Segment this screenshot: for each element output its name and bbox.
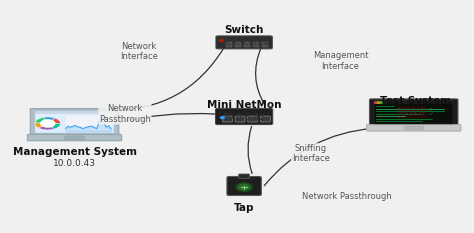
Text: Sniffing
Interface: Sniffing Interface — [292, 144, 329, 163]
FancyArrowPatch shape — [248, 127, 252, 173]
FancyBboxPatch shape — [374, 101, 453, 104]
FancyBboxPatch shape — [222, 116, 232, 122]
Text: Tap: Tap — [234, 203, 255, 213]
Text: Switch: Switch — [224, 25, 264, 35]
FancyBboxPatch shape — [35, 111, 114, 114]
FancyBboxPatch shape — [244, 42, 250, 47]
Text: 10.0.0.0/24: 10.0.0.0/24 — [219, 38, 270, 47]
FancyBboxPatch shape — [235, 116, 245, 122]
Text: Network Passthrough: Network Passthrough — [302, 192, 392, 201]
Circle shape — [219, 40, 223, 41]
FancyBboxPatch shape — [374, 101, 453, 124]
FancyBboxPatch shape — [398, 106, 426, 118]
FancyBboxPatch shape — [227, 176, 261, 195]
FancyBboxPatch shape — [366, 125, 461, 131]
Wedge shape — [48, 123, 61, 129]
Circle shape — [377, 102, 380, 103]
Text: 10.0.0.5: 10.0.0.5 — [397, 108, 435, 117]
Text: Management System: Management System — [12, 147, 137, 157]
Circle shape — [41, 120, 55, 127]
FancyBboxPatch shape — [260, 116, 271, 122]
FancyArrowPatch shape — [113, 113, 215, 124]
FancyBboxPatch shape — [370, 99, 458, 126]
Text: 10.0.0.42: 10.0.0.42 — [223, 113, 265, 122]
Text: Network
Interface: Network Interface — [120, 42, 158, 61]
Wedge shape — [48, 118, 61, 123]
FancyBboxPatch shape — [235, 42, 241, 47]
FancyBboxPatch shape — [262, 42, 268, 47]
Circle shape — [238, 184, 250, 190]
FancyBboxPatch shape — [238, 174, 250, 178]
Circle shape — [380, 102, 383, 103]
Text: Mini NetMon: Mini NetMon — [207, 100, 282, 110]
FancyBboxPatch shape — [216, 36, 272, 49]
Text: Network
Passthrough: Network Passthrough — [99, 104, 151, 124]
FancyBboxPatch shape — [30, 109, 119, 136]
Circle shape — [236, 183, 252, 191]
Circle shape — [374, 102, 377, 103]
Text: Management
Interface: Management Interface — [313, 51, 368, 71]
FancyBboxPatch shape — [404, 126, 423, 130]
Circle shape — [220, 117, 224, 119]
FancyBboxPatch shape — [65, 136, 84, 139]
FancyBboxPatch shape — [248, 116, 258, 122]
Wedge shape — [43, 117, 55, 123]
FancyBboxPatch shape — [64, 115, 112, 132]
FancyArrowPatch shape — [255, 47, 265, 105]
FancyArrowPatch shape — [110, 47, 224, 110]
Wedge shape — [39, 123, 54, 130]
FancyBboxPatch shape — [253, 42, 259, 47]
Text: Test System: Test System — [381, 96, 452, 106]
FancyArrowPatch shape — [264, 128, 373, 186]
Wedge shape — [35, 123, 48, 128]
Text: 10.0.0.43: 10.0.0.43 — [53, 159, 96, 168]
FancyBboxPatch shape — [226, 42, 231, 47]
FancyBboxPatch shape — [216, 108, 273, 125]
FancyBboxPatch shape — [35, 111, 114, 134]
Wedge shape — [35, 117, 48, 123]
FancyBboxPatch shape — [27, 134, 122, 141]
